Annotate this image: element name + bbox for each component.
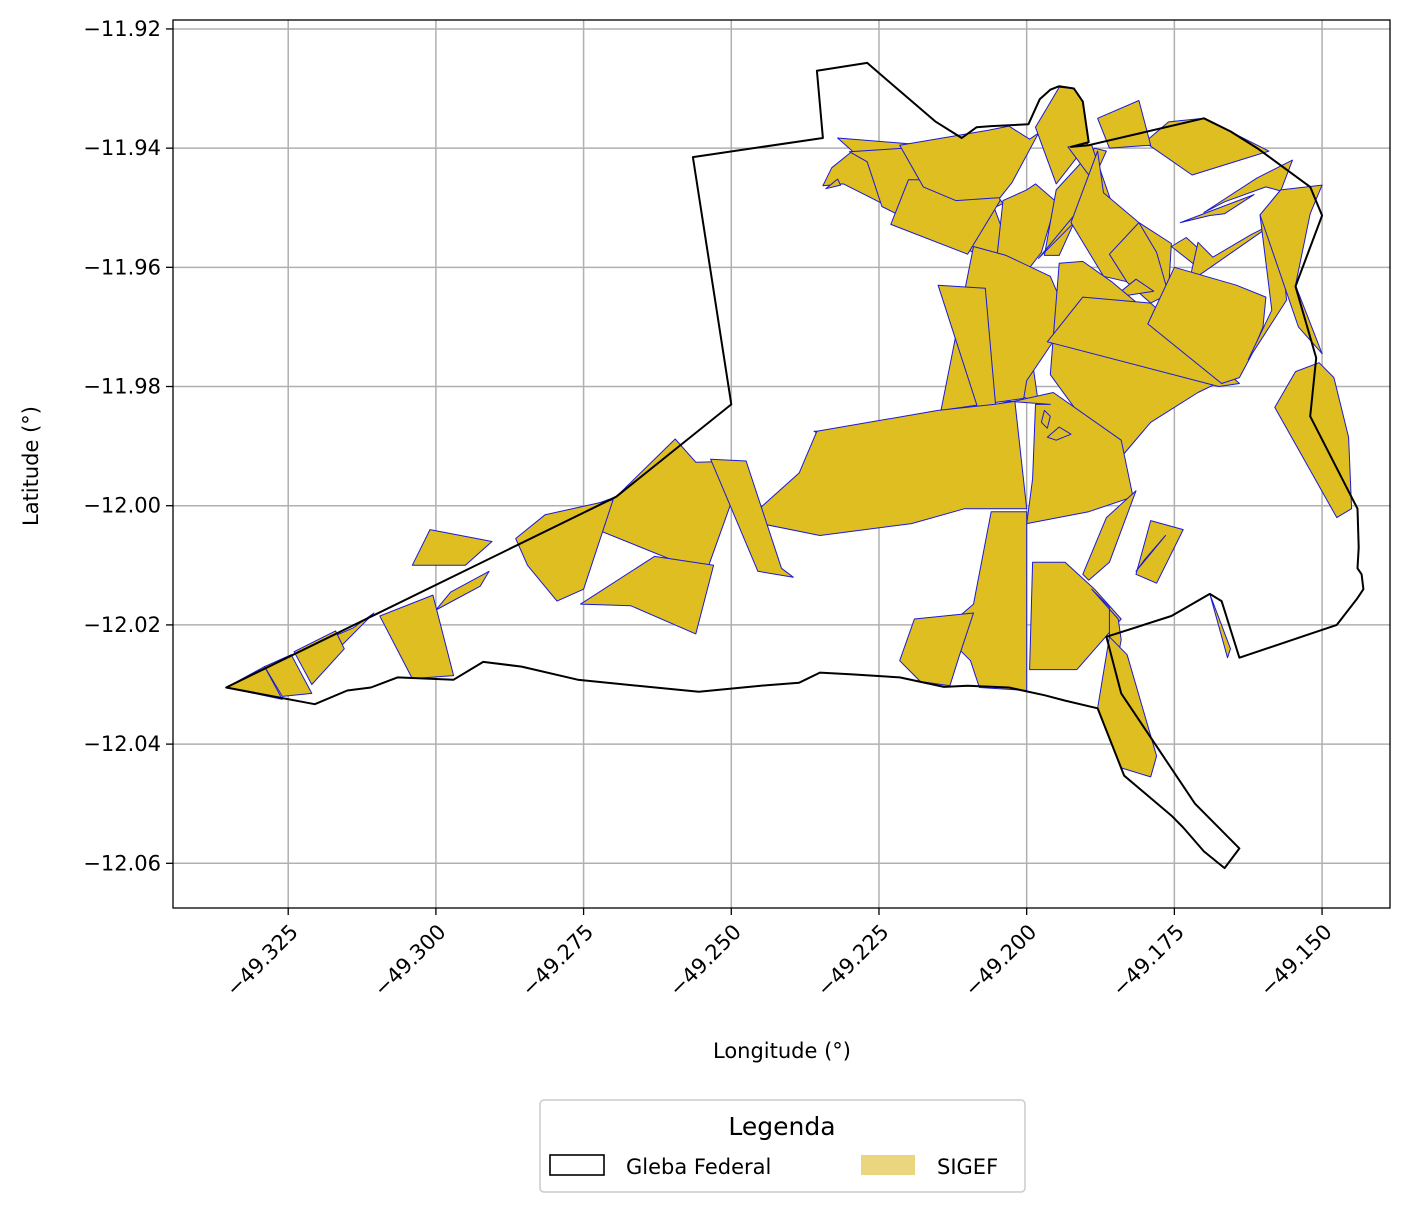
y-tick-label: −11.98 [83, 375, 161, 399]
sigef-parcel [264, 654, 313, 697]
sigef-parcel [899, 125, 1039, 202]
y-axis-label: Latitude (°) [19, 406, 43, 526]
sigef-parcel [580, 555, 715, 635]
gleba-federal-layer [225, 61, 1365, 870]
sigef-parcel [1188, 222, 1276, 283]
y-axis-ticks: −11.92 −11.94 −11.96 −11.98 −12.00 −12.02 −12.… [83, 17, 173, 875]
sigef-parcel [1179, 194, 1255, 224]
sigef-parcel [1135, 520, 1184, 584]
x-tick-label: −49.300 [369, 920, 450, 1001]
x-tick-label: −49.225 [812, 920, 893, 1001]
sigef-parcel [1147, 266, 1267, 384]
legend: Legenda Gleba Federal SIGEF [539, 1099, 1026, 1193]
sigef-parcel [1135, 535, 1166, 572]
sigef-parcel [1040, 409, 1051, 429]
x-tick-label: −49.175 [1108, 920, 1189, 1001]
y-tick-label: −11.92 [83, 17, 161, 41]
sigef-parcel [1029, 561, 1122, 671]
x-axis-label: Longitude (°) [713, 1039, 851, 1063]
x-tick-label: −49.150 [1255, 920, 1336, 1001]
sigef-parcel [1046, 426, 1072, 441]
sigef-parcel [1082, 490, 1137, 581]
y-tick-label: −12.02 [83, 613, 161, 637]
y-tick-label: −12.04 [83, 732, 161, 756]
sigef-parcels-layer [225, 86, 1353, 778]
sigef-parcel [379, 594, 455, 680]
sigef-parcel [825, 178, 842, 190]
x-tick-label: −49.325 [222, 920, 303, 1001]
sigef-parcel [710, 458, 794, 578]
sigef-parcel [1209, 593, 1231, 659]
y-tick-label: −11.94 [83, 136, 161, 160]
x-tick-label: −49.250 [665, 920, 746, 1001]
gleba-federal-boundary [225, 61, 1365, 870]
sigef-parcel [293, 630, 345, 685]
legend-gleba-label: Gleba Federal [626, 1155, 771, 1179]
sigef-parcel [1259, 184, 1323, 355]
sigef-parcel [745, 400, 1028, 536]
legend-sigef-swatch [861, 1155, 915, 1175]
sigef-parcel [411, 529, 493, 566]
x-axis-ticks: −49.325 −49.300 −49.275 −49.250 −49.225 −49.2… [222, 908, 1337, 1001]
sigef-parcel [1097, 100, 1152, 149]
sigef-parcel [1274, 362, 1353, 519]
sigef-parcel [435, 570, 490, 611]
sigef-parcel [952, 511, 1028, 691]
legend-gleba-swatch [549, 1154, 605, 1176]
y-tick-label: −11.96 [83, 255, 161, 279]
legend-sigef-label: SIGEF [937, 1155, 998, 1179]
x-tick-label: −49.200 [960, 920, 1041, 1001]
sigef-parcel [515, 499, 614, 602]
plot-frame [172, 19, 1391, 909]
sigef-parcel [1097, 636, 1158, 778]
legend-title: Legenda [728, 1112, 835, 1141]
y-tick-label: −12.06 [83, 851, 161, 875]
y-tick-label: −12.00 [83, 494, 161, 518]
x-tick-label: −49.275 [517, 920, 598, 1001]
